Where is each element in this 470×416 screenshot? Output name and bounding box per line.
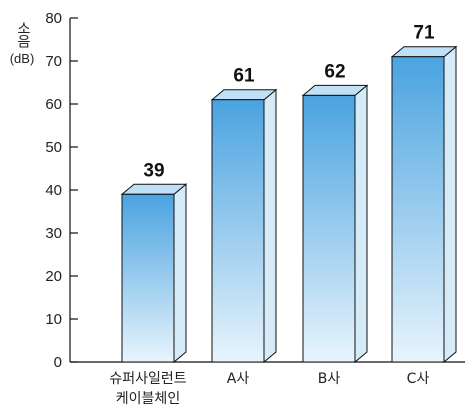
y-tick-label: 20 (45, 268, 62, 285)
bar-top-face (210, 89, 278, 101)
y-axis-unit: (dB) (10, 51, 35, 66)
bar-side-face (443, 45, 457, 364)
x-category-label: 슈퍼사일런트 케이블체인 (109, 371, 186, 407)
bar-front-face (211, 99, 265, 363)
bar-top-face (120, 183, 188, 195)
y-tick-label: 0 (54, 354, 62, 371)
bar-value-label: 61 (233, 66, 255, 87)
bar-value-label: 39 (143, 160, 164, 181)
bar-front-face (391, 56, 445, 363)
bar-top-face (390, 46, 458, 58)
y-tick-label: 40 (45, 182, 62, 199)
x-axis-labels: 슈퍼사일런트 케이블체인 A사 B사 C사 (109, 371, 429, 407)
bar-side-face (173, 183, 187, 364)
bar (301, 84, 369, 364)
y-tick-label: 30 (45, 225, 62, 242)
x-category-label: B사 (318, 371, 341, 387)
y-tick-label: 50 (45, 139, 62, 156)
y-axis-label: 소음 (15, 21, 31, 48)
y-tick-label: 60 (45, 96, 62, 113)
y-tick-label: 10 (45, 311, 62, 328)
bar-value-label: 71 (413, 23, 435, 44)
y-tick-label: 70 (45, 53, 62, 70)
x-category-label: C사 (407, 371, 430, 387)
y-axis-ticks: 0 10 20 30 40 50 60 70 80 (45, 10, 78, 371)
x-category-label: A사 (227, 371, 250, 387)
bar (390, 45, 458, 364)
bar (210, 88, 278, 364)
bar-value-label: 62 (324, 61, 345, 82)
bar-side-face (263, 88, 277, 364)
bar-side-face (354, 84, 368, 364)
bar-front-face (121, 193, 175, 363)
bar-front-face (302, 94, 356, 363)
bar-top-face (301, 84, 369, 96)
bar (120, 183, 188, 364)
bars-group: 39 61 62 71 (120, 23, 458, 364)
y-tick-label: 80 (45, 10, 62, 27)
